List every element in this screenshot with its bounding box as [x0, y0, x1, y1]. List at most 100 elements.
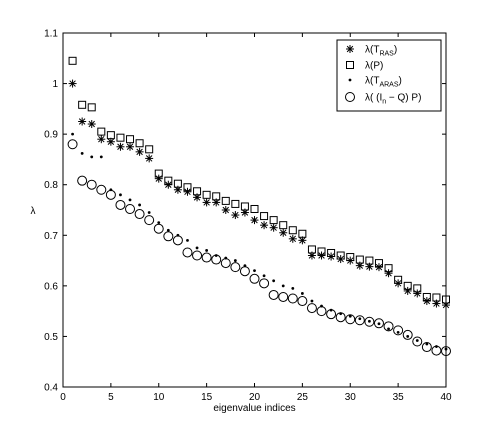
- dot-point: [358, 317, 362, 321]
- dot-point: [186, 238, 189, 242]
- circle-point: [441, 346, 451, 357]
- asterisk-point: [384, 269, 393, 278]
- dot-point: [147, 211, 151, 214]
- asterisk-point: [288, 234, 297, 243]
- x-tick-label: 20: [249, 392, 261, 403]
- dot-point: [71, 132, 74, 136]
- circle-point: [412, 336, 423, 347]
- legend-label-sub: ARAS: [379, 82, 398, 89]
- y-tick-label: 0.6: [44, 281, 58, 292]
- square-point: [106, 131, 115, 140]
- circle-point: [220, 258, 231, 269]
- dot-point: [195, 246, 199, 250]
- square-point: [279, 221, 288, 230]
- x-tick-label: 10: [153, 392, 165, 403]
- asterisk-point: [269, 223, 278, 232]
- dot-point: [80, 151, 84, 155]
- axis-ticks: [62, 32, 447, 388]
- x-tick-labels: 0 5 10 15 20 25 30 35 40: [60, 392, 452, 403]
- circle-point: [239, 266, 250, 277]
- series-square: [68, 56, 450, 304]
- asterisk-point: [68, 79, 77, 88]
- square-point: [116, 133, 125, 142]
- circle-point: [134, 209, 145, 220]
- asterisk-point: [231, 211, 240, 220]
- square-point: [384, 264, 393, 273]
- circle-point: [230, 262, 241, 273]
- series-circle: [67, 139, 451, 357]
- dot-point: [99, 155, 103, 159]
- y-tick-label: 0.4: [44, 383, 58, 394]
- circle-point: [125, 203, 136, 214]
- circle-point: [316, 306, 327, 317]
- x-tick-label: 30: [345, 392, 357, 403]
- circle-point: [431, 345, 442, 356]
- circle-point: [345, 314, 356, 325]
- square-point: [365, 256, 374, 265]
- circle-point: [287, 293, 298, 304]
- square-point: [193, 187, 202, 196]
- asterisk-point: [240, 208, 249, 217]
- circle-point: [115, 199, 126, 210]
- square-point: [183, 183, 192, 192]
- legend-label-tail: − Q) P): [386, 93, 421, 104]
- asterisk-point: [221, 206, 230, 214]
- asterisk-point: [135, 147, 144, 156]
- square-point: [374, 259, 383, 268]
- circle-point: [144, 215, 155, 226]
- dot-point: [300, 292, 304, 295]
- asterisk-point: [116, 142, 125, 151]
- y-tick-label: 1: [52, 79, 58, 90]
- x-tick-label: 40: [440, 392, 452, 403]
- asterisk-point: [403, 286, 412, 295]
- square-point: [346, 253, 355, 262]
- dot-point: [387, 327, 390, 331]
- legend-entry: λ( (In − Q) P): [345, 92, 421, 106]
- asterisk-point: [260, 221, 269, 230]
- x-tick-label: 25: [297, 392, 309, 403]
- circle-point: [77, 175, 88, 186]
- legend-label-tail: ): [399, 76, 402, 87]
- legend-marker-asterisk: [346, 45, 354, 53]
- circle-point: [105, 189, 116, 200]
- circle-point: [373, 318, 384, 329]
- square-point: [97, 127, 106, 136]
- legend-label-sub: n: [382, 99, 386, 106]
- dot-point: [377, 322, 381, 326]
- dot-point: [396, 330, 400, 334]
- circle-point: [326, 309, 337, 320]
- dot-point: [262, 274, 266, 278]
- circle-point: [67, 139, 78, 150]
- circle-point: [297, 296, 308, 307]
- asterisk-point: [183, 187, 192, 196]
- circle-point: [192, 250, 203, 261]
- dot-point: [415, 339, 419, 342]
- legend-entry: λ(TARAS): [348, 76, 402, 89]
- circle-point: [211, 254, 222, 265]
- legend-label: λ( (In − Q) P): [365, 93, 421, 106]
- circle-point: [172, 235, 183, 246]
- dot-point: [233, 259, 237, 262]
- asterisk-point: [97, 135, 106, 144]
- dot-point: [205, 249, 209, 252]
- square-point: [202, 190, 211, 199]
- square-point: [154, 169, 163, 178]
- square-point: [317, 247, 326, 256]
- legend: λ(TRAS)λ(P)λ(TARAS)λ( (In − Q) P): [336, 39, 442, 112]
- square-point: [422, 292, 431, 301]
- y-tick-label: 0.9: [44, 130, 58, 141]
- dot-point: [281, 284, 285, 288]
- dot-point: [253, 269, 256, 273]
- x-axis-title: eigenvalue indices: [213, 403, 295, 414]
- asterisk-point: [365, 262, 374, 271]
- y-axis-title: λ: [31, 206, 36, 217]
- data-marks: [67, 56, 451, 357]
- asterisk-point: [87, 120, 96, 129]
- legend-label-main: λ(T: [365, 45, 379, 56]
- square-point: [260, 212, 269, 221]
- asterisk-point: [164, 180, 173, 189]
- circle-point: [421, 342, 432, 353]
- asterisk-point: [126, 142, 135, 151]
- y-tick-labels: 0.4 0.5 0.6 0.7 0.8 0.9 1 1.1: [44, 29, 58, 394]
